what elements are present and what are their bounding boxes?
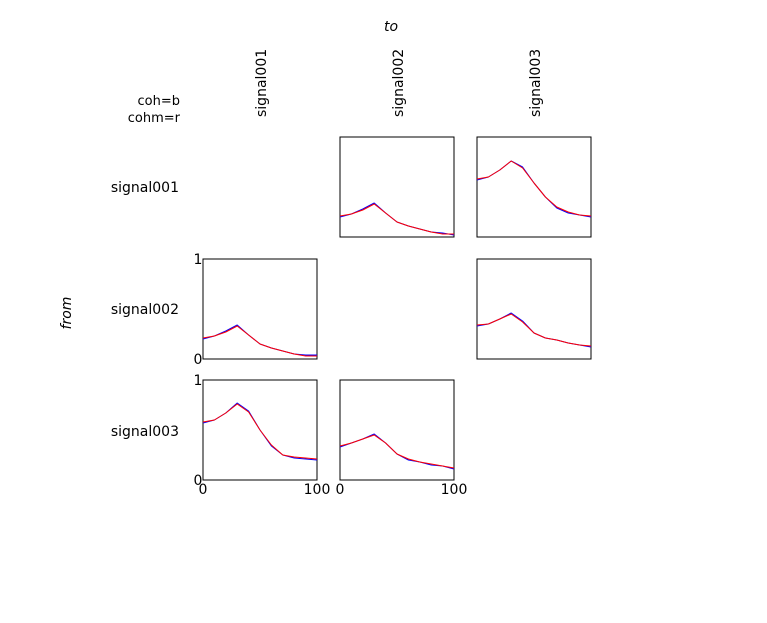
series-line-coh bbox=[476, 160, 592, 218]
series-line-coh bbox=[202, 402, 318, 461]
legend-coh: coh=b bbox=[138, 94, 181, 109]
row-label-signal003: signal003 bbox=[111, 424, 179, 440]
row-label-signal002: signal002 bbox=[111, 302, 179, 318]
x-tick-min-col2: 0 bbox=[336, 482, 345, 498]
y-tick-top-row2: 1 bbox=[194, 252, 203, 268]
y-tick-top-row3: 1 bbox=[194, 373, 203, 389]
panel-frame bbox=[476, 258, 592, 360]
panel-frame bbox=[476, 136, 592, 238]
series-line-coh bbox=[339, 202, 455, 236]
series-line-cohm bbox=[476, 160, 592, 217]
column-label-signal002: signal002 bbox=[391, 49, 407, 117]
legend-cohm: cohm=r bbox=[128, 111, 181, 126]
panel-frame bbox=[202, 379, 318, 481]
y-tick-bottom-row3: 0 bbox=[194, 473, 203, 489]
y-tick-bottom-row2: 0 bbox=[194, 352, 203, 368]
panel-signal003-to-signal002 bbox=[339, 379, 455, 481]
series-line-coh bbox=[339, 433, 455, 470]
series-line-cohm bbox=[476, 313, 592, 347]
panel-signal002-to-signal003 bbox=[476, 258, 592, 360]
column-label-signal001: signal001 bbox=[254, 49, 270, 117]
series-line-cohm bbox=[202, 403, 318, 460]
series-line-cohm bbox=[339, 434, 455, 469]
panel-frame bbox=[339, 136, 455, 238]
panel-signal001-to-signal003 bbox=[476, 136, 592, 238]
series-line-cohm bbox=[339, 203, 454, 235]
panel-grid bbox=[202, 136, 592, 481]
column-label-signal003: signal003 bbox=[528, 49, 544, 117]
panel-frame bbox=[202, 258, 318, 360]
series-line-cohm bbox=[202, 325, 317, 357]
row-label-signal001: signal001 bbox=[111, 180, 179, 196]
panel-signal001-to-signal002 bbox=[339, 136, 455, 238]
x-tick-min-col1: 0 bbox=[199, 482, 208, 498]
from-axis-label: from bbox=[59, 297, 75, 330]
x-tick-max-col1: 100 bbox=[304, 482, 331, 498]
x-tick-max-col2: 100 bbox=[441, 482, 468, 498]
panel-frame bbox=[339, 379, 455, 481]
panel-signal003-to-signal001 bbox=[202, 379, 318, 481]
panel-signal002-to-signal001 bbox=[202, 258, 318, 360]
to-axis-label: to bbox=[384, 19, 398, 35]
series-line-coh bbox=[476, 312, 592, 348]
series-line-coh bbox=[202, 324, 317, 356]
